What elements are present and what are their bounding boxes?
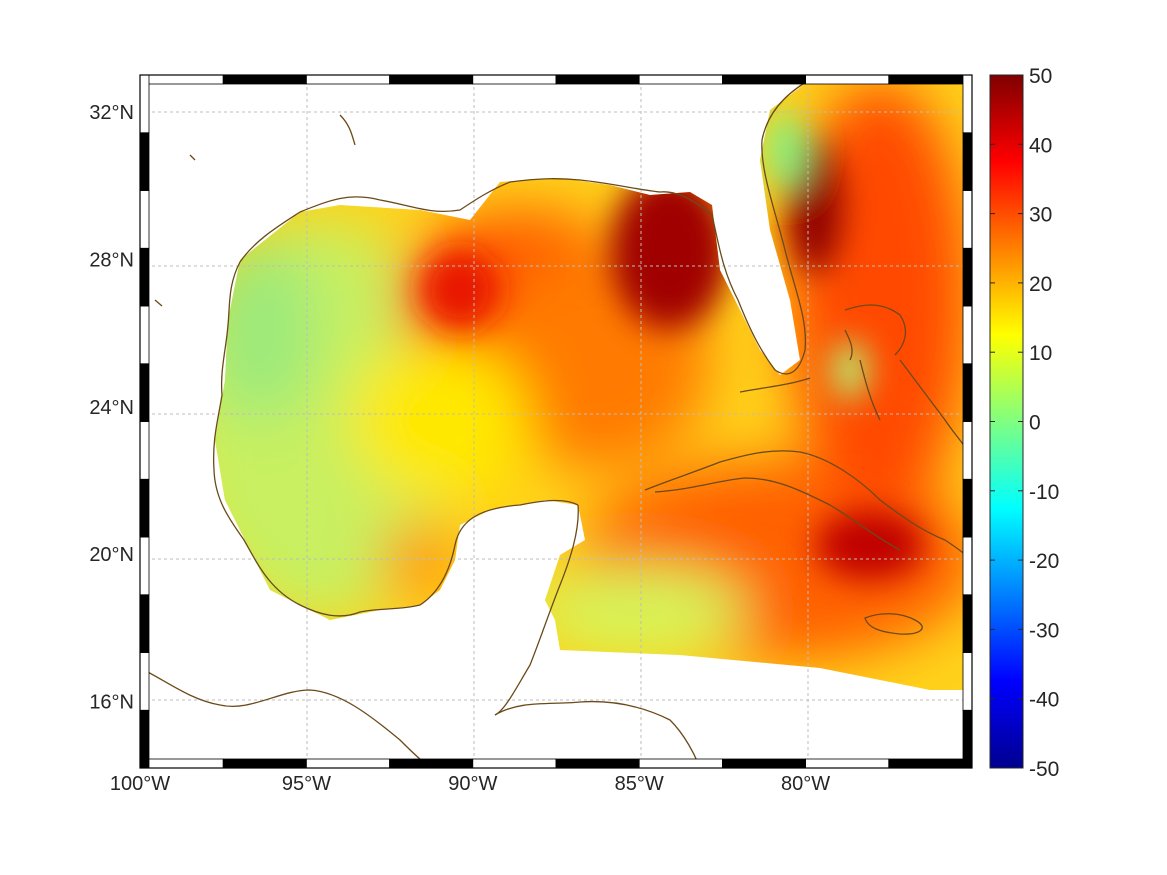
frame-segment-left — [139, 305, 150, 365]
colorbar-tick-label: -30 — [1029, 619, 1059, 642]
field-northeast-gulf — [610, 170, 730, 330]
frame-segment-bottom — [722, 758, 807, 769]
frame-segment-right — [962, 305, 973, 365]
frame-segment-left — [139, 190, 150, 249]
frame-segment-right — [962, 478, 973, 538]
frame-segment-right — [962, 594, 973, 653]
frame-segment-bottom — [222, 758, 307, 769]
colorbar-ticks: 50 40 30 20 10 0 -10 -20 -30 -40 -50 — [990, 65, 1059, 781]
frame-segment-left — [139, 478, 150, 538]
frame-segment-top — [472, 74, 557, 85]
x-tick-label: 95°W — [282, 773, 331, 795]
x-tick-label: 90°W — [448, 773, 497, 795]
frame-segment-bottom — [139, 758, 224, 769]
frame-segment-top — [638, 74, 723, 85]
frame-segment-bottom — [305, 758, 390, 769]
field-north-atlantic-coast — [763, 110, 807, 190]
coastline-bahamas — [844, 304, 971, 456]
coastline-jamaica — [864, 613, 923, 635]
frame-segment-top — [555, 74, 640, 85]
frame-segment-left — [139, 132, 150, 191]
field-south-cuba — [815, 510, 925, 580]
frame-segment-right — [962, 363, 973, 422]
frame-segment-left — [139, 709, 150, 769]
colorbar-tick-label: 20 — [1029, 273, 1052, 296]
frame-segment-right — [962, 421, 973, 480]
y-tick-label: 24°N — [89, 397, 134, 419]
frame-segment-top — [805, 74, 890, 85]
frame-segment-top — [139, 74, 224, 85]
coastline-central-america — [494, 700, 701, 768]
frame-segment-top — [389, 74, 474, 85]
frame-segment-right — [962, 132, 973, 191]
frame-segment-top — [305, 74, 390, 85]
frame-segment-bottom — [555, 758, 640, 769]
data-field — [215, 80, 965, 690]
x-tick-label: 85°W — [615, 773, 664, 795]
frame-segment-bottom — [389, 758, 474, 769]
frame-segment-bottom — [888, 758, 973, 769]
field-bay-campeche — [380, 520, 460, 600]
graticule — [140, 75, 972, 768]
frame-segment-top — [722, 74, 807, 85]
colorbar-tick-label: 10 — [1029, 342, 1052, 365]
y-tick-label: 32°N — [89, 102, 134, 124]
coastlines — [140, 76, 972, 768]
colorbar-gradient — [989, 74, 1024, 769]
field-bahamas-bank — [832, 340, 868, 400]
frame-segment-bottom — [805, 758, 890, 769]
frame-segment-left — [139, 74, 150, 134]
frame-segment-left — [139, 594, 150, 653]
frame-segment-right — [962, 709, 973, 769]
frame-segment-bottom — [472, 758, 557, 769]
colorbar-tick-label: 40 — [1029, 134, 1052, 157]
frame-segment-right — [962, 536, 973, 596]
colorbar-tick-label: -50 — [1029, 758, 1059, 781]
y-tick-label: 16°N — [89, 692, 134, 714]
y-tick-label: 28°N — [89, 249, 134, 271]
frame-segment-right — [962, 190, 973, 249]
frame-segment-left — [139, 247, 150, 307]
frame-segment-left — [139, 421, 150, 480]
frame-segment-right — [962, 652, 973, 711]
frame-segment-top — [888, 74, 973, 85]
colorbar: 50 40 30 20 10 0 -10 -20 -30 -40 -50 — [989, 65, 1059, 781]
coastline-yucatan — [494, 504, 579, 716]
coastline-mexico-south — [140, 667, 433, 768]
frame-outline — [139, 74, 973, 769]
coastline-gulf — [212, 211, 579, 617]
coastline-cuba-south — [654, 477, 901, 551]
coastline-cuba — [644, 450, 972, 561]
colorbar-tick-label: -20 — [1029, 550, 1059, 573]
field-western-caribbean — [530, 565, 750, 655]
y-tick-label: 20°N — [89, 544, 134, 566]
frame-segment-right — [962, 247, 973, 307]
colorbar-tick-label: 0 — [1029, 412, 1041, 435]
frame-segment-left — [139, 363, 150, 422]
field-central-red — [420, 250, 500, 330]
field-yellow-band — [350, 340, 530, 500]
coastline-lakes — [154, 114, 356, 307]
frame-segment-bottom — [638, 758, 723, 769]
colorbar-tick-label: 30 — [1029, 204, 1052, 227]
coastline-north-gulf — [299, 76, 816, 375]
colorbar-tick-label: -40 — [1029, 689, 1059, 712]
frame-segment-top — [222, 74, 307, 85]
x-tick-label: 100°W — [110, 773, 170, 795]
coastline-keys — [739, 377, 811, 393]
frame-segment-left — [139, 652, 150, 711]
y-tick-labels: 32°N 28°N 24°N 20°N 16°N — [89, 102, 134, 714]
x-tick-labels: 100°W 95°W 90°W 85°W 80°W — [110, 773, 830, 795]
colorbar-tick-label: -10 — [1029, 481, 1059, 504]
map-frame — [139, 74, 973, 769]
x-tick-label: 80°W — [781, 773, 830, 795]
colorbar-tick-label: 50 — [1029, 65, 1052, 88]
frame-segment-left — [139, 536, 150, 596]
frame-segment-right — [962, 74, 973, 134]
